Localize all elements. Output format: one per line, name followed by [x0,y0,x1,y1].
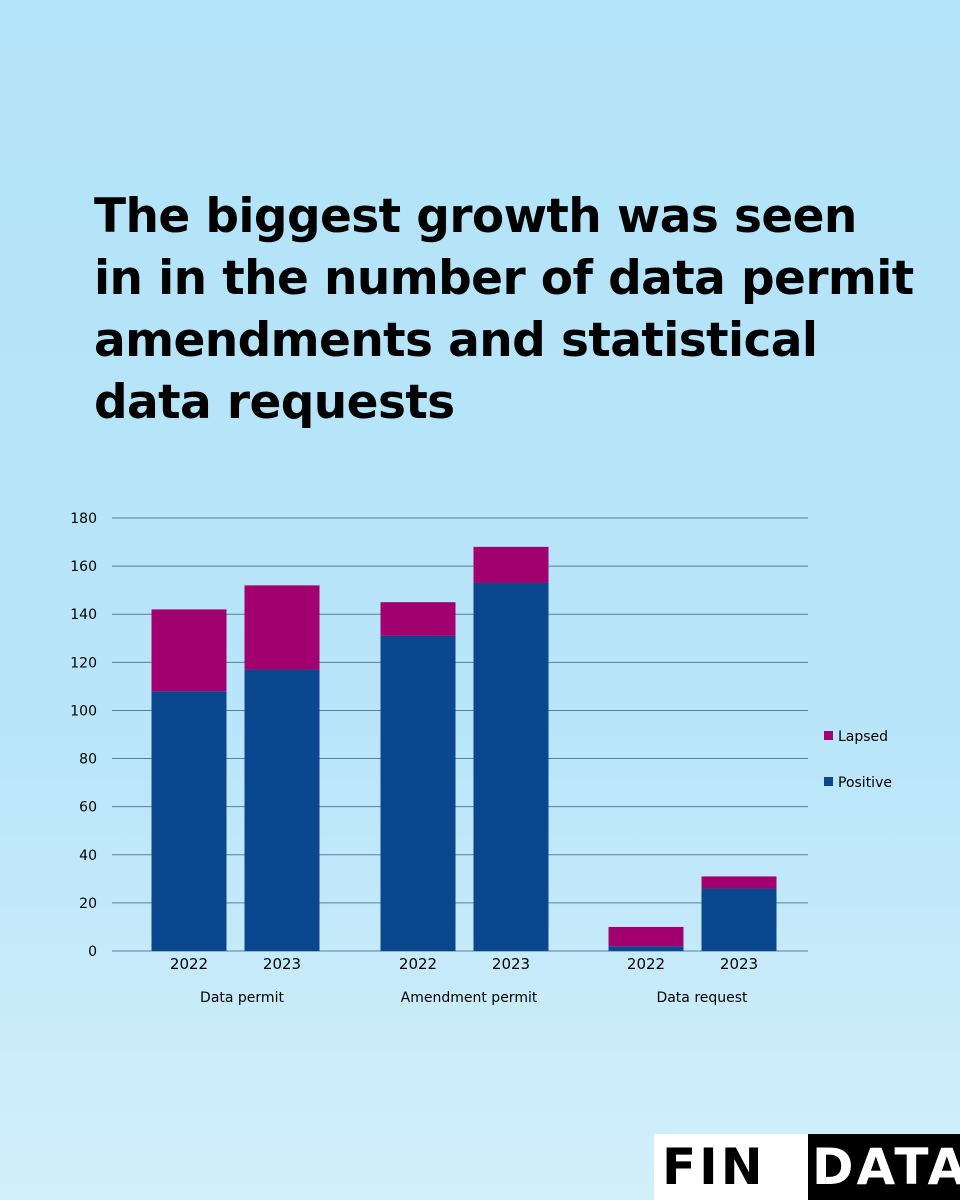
bar-positive [244,669,320,951]
bar-lapsed [380,602,456,636]
x-tick-label: 2022 [170,955,208,973]
legend-label-positive: Positive [838,775,892,791]
bar-lapsed [473,546,549,583]
group-label: Data permit [200,990,284,1006]
bar-lapsed [701,876,777,889]
x-tick-label: 2022 [399,955,437,973]
y-tick-label: 0 [88,944,97,960]
y-tick-label: 120 [70,655,97,671]
logo-text-fin: FIN [654,1134,808,1200]
headline: The biggest growth was seen in in the nu… [94,189,914,430]
findata-logo: FIN DATA [654,1134,960,1200]
y-tick-label: 80 [79,752,97,768]
legend-swatch-lapsed [824,731,833,740]
y-tick-label: 180 [70,511,97,527]
y-tick-label: 140 [70,607,97,623]
x-tick-label: 2023 [492,955,530,973]
group-label: Data request [656,990,748,1006]
bar-positive [608,946,684,951]
stacked-bar-chart: 0 20 40 60 80 100 120 140 160 180 2022 2023 2022 2023… [70,511,892,1006]
y-tick-label: 160 [70,559,97,575]
bar-lapsed [608,926,684,947]
x-tick-label: 2023 [720,955,758,973]
group-label: Amendment permit [401,990,538,1006]
x-tick-label: 2023 [263,955,301,973]
bar-lapsed [244,585,320,670]
logo-text-data: DATA [808,1134,960,1200]
y-tick-label: 20 [79,896,97,912]
bar-positive [701,888,777,951]
bar-lapsed [151,609,227,692]
y-tick-label: 100 [70,703,97,719]
bar-positive [380,635,456,951]
legend-label-lapsed: Lapsed [838,729,888,745]
bar-positive [473,582,549,951]
y-tick-label: 40 [79,848,97,864]
x-tick-label: 2022 [627,955,665,973]
y-tick-label: 60 [79,800,97,816]
legend-swatch-positive [824,777,833,786]
bar-positive [151,691,227,951]
